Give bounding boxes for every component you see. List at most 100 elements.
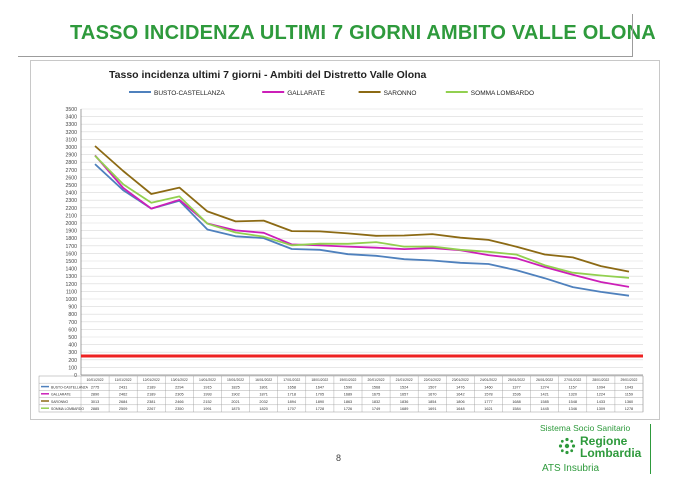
data-label: 1647 — [316, 385, 324, 389]
data-label: 1836 — [400, 400, 408, 404]
data-label: 2684 — [119, 400, 127, 404]
data-label: 1863 — [344, 400, 352, 404]
y-tick-label: 1200 — [65, 282, 77, 288]
y-tick-label: 1300 — [65, 274, 77, 280]
line-chart: Tasso incidenza ultimi 7 giorni - Ambiti… — [38, 69, 644, 413]
data-label: 1854 — [428, 400, 436, 404]
data-label: 1278 — [625, 407, 633, 411]
data-label: 1043 — [625, 385, 633, 389]
y-tick-label: 1400 — [65, 267, 77, 273]
data-label: 1777 — [484, 400, 492, 404]
x-tick-label: 21/01/2022 — [396, 378, 413, 382]
data-label: 2189 — [147, 385, 155, 389]
data-label: 1094 — [597, 385, 605, 389]
data-label: 1718 — [288, 393, 296, 397]
data-label: 1902 — [231, 393, 239, 397]
ats-insubria-logo: Sistema Socio Sanitario Regione Lombardi… — [540, 420, 660, 478]
data-label: 1224 — [597, 393, 605, 397]
data-label: 2381 — [147, 400, 155, 404]
data-label: 1825 — [231, 385, 239, 389]
data-label: 1890 — [316, 400, 324, 404]
data-label: 1536 — [512, 393, 520, 397]
y-tick-label: 800 — [68, 312, 77, 318]
data-label: 1460 — [484, 385, 492, 389]
data-label: 1832 — [372, 400, 380, 404]
x-tick-label: 18/01/2022 — [311, 378, 328, 382]
data-label: 1749 — [372, 407, 380, 411]
y-tick-label: 700 — [68, 320, 77, 326]
data-label: 1159 — [625, 393, 633, 397]
x-tick-label: 15/01/2022 — [227, 378, 244, 382]
data-label: 1993 — [203, 393, 211, 397]
table-series-name: SOMMA LOMBARDO — [51, 407, 84, 411]
data-label: 3013 — [91, 400, 99, 404]
data-label: 1691 — [428, 407, 436, 411]
data-label: 2032 — [259, 400, 267, 404]
data-label: 1157 — [569, 385, 577, 389]
y-tick-label: 1800 — [65, 236, 77, 242]
y-tick-label: 2800 — [65, 160, 77, 166]
data-label: 1675 — [372, 393, 380, 397]
data-label: 1476 — [456, 385, 464, 389]
data-label: 1806 — [456, 400, 464, 404]
title-divider — [18, 56, 632, 57]
data-label: 1421 — [540, 393, 548, 397]
data-label: 1894 — [288, 400, 296, 404]
data-label: 2885 — [91, 407, 99, 411]
data-label: 2189 — [147, 393, 155, 397]
data-label: 1346 — [569, 407, 577, 411]
data-label: 2431 — [119, 385, 127, 389]
data-label: 1875 — [231, 407, 239, 411]
data-label: 2890 — [91, 393, 99, 397]
legend-label: SARONNO — [384, 90, 417, 97]
data-label: 1707 — [288, 407, 296, 411]
data-label: 1728 — [316, 407, 324, 411]
y-tick-label: 1100 — [66, 289, 77, 295]
y-tick-label: 2900 — [65, 153, 77, 159]
y-tick-label: 3500 — [65, 107, 77, 113]
x-tick-label: 14/01/2022 — [199, 378, 216, 382]
data-label: 1726 — [344, 407, 352, 411]
data-label: 2509 — [119, 407, 127, 411]
chart-container: Tasso incidenza ultimi 7 giorni - Ambiti… — [30, 60, 660, 420]
y-tick-label: 300 — [68, 350, 77, 356]
y-tick-label: 2100 — [65, 213, 77, 219]
x-tick-label: 27/01/2022 — [564, 378, 581, 382]
data-label: 1915 — [203, 385, 211, 389]
logo-lombardia: Lombardia — [580, 446, 642, 460]
x-tick-label: 23/01/2022 — [452, 378, 469, 382]
data-label: 1445 — [540, 407, 548, 411]
data-label: 1507 — [428, 385, 436, 389]
y-tick-label: 500 — [68, 335, 77, 341]
data-label: 1689 — [344, 393, 352, 397]
data-label: 1309 — [597, 407, 605, 411]
logo-divider — [650, 424, 651, 474]
logo-regione: Regione — [580, 434, 628, 448]
data-label: 1621 — [484, 407, 492, 411]
y-tick-label: 1000 — [65, 297, 77, 303]
data-label: 2350 — [175, 407, 183, 411]
logo-ats-insubria: ATS Insubria — [542, 463, 600, 474]
x-tick-label: 29/01/2022 — [620, 378, 637, 382]
data-label: 2152 — [203, 400, 211, 404]
data-label: 2267 — [147, 407, 155, 411]
y-tick-label: 3100 — [65, 137, 77, 143]
x-tick-label: 12/01/2022 — [143, 378, 160, 382]
data-label: 1871 — [259, 393, 267, 397]
x-tick-label: 22/01/2022 — [424, 378, 441, 382]
x-tick-label: 28/01/2022 — [592, 378, 609, 382]
y-tick-label: 3400 — [65, 115, 77, 121]
data-label: 1274 — [540, 385, 548, 389]
y-tick-label: 1600 — [65, 251, 77, 257]
data-label: 1801 — [259, 385, 267, 389]
x-tick-label: 13/01/2022 — [171, 378, 188, 382]
data-label: 2294 — [175, 385, 183, 389]
title-vertical-divider — [632, 14, 633, 57]
data-label: 1548 — [569, 400, 577, 404]
page-number: 8 — [336, 453, 342, 463]
y-tick-label: 100 — [68, 365, 77, 371]
table-series-name: BUSTO-CASTELLANZA — [51, 385, 89, 389]
table-series-name: GALLARATE — [51, 393, 71, 397]
data-label: 1360 — [625, 400, 633, 404]
data-label: 1670 — [428, 393, 436, 397]
